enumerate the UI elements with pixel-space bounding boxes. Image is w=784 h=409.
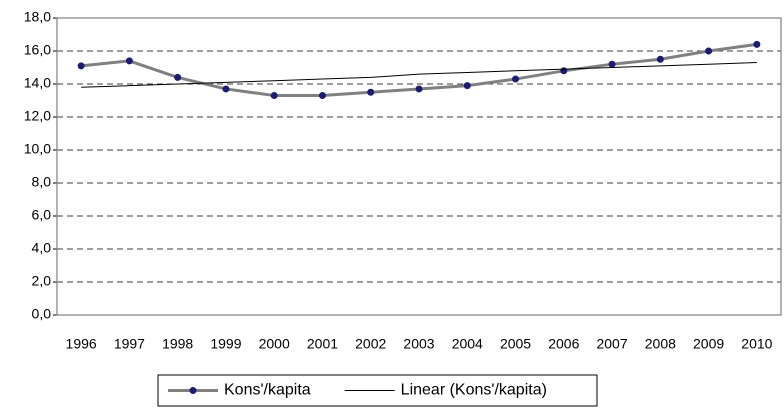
x-tick-label: 2009 [693, 336, 724, 352]
x-tick-label: 2007 [596, 336, 627, 352]
y-tick-label: 16,0 [24, 42, 51, 58]
point [608, 60, 616, 68]
point [174, 73, 182, 81]
x-tick-label: 1998 [162, 336, 193, 352]
y-tick-label: 0,0 [32, 306, 52, 322]
point [463, 82, 471, 90]
point [77, 62, 85, 70]
x-tick-label: 2004 [452, 336, 483, 352]
y-tick-label: 6,0 [32, 207, 52, 223]
point [125, 57, 133, 65]
legend-label: Linear (Kons'/kapita) [401, 382, 547, 399]
y-tick-label: 10,0 [24, 141, 51, 157]
point [367, 88, 375, 96]
x-tick-label: 1999 [210, 336, 241, 352]
point [222, 85, 230, 93]
plot-frame [56, 17, 782, 316]
point [753, 40, 761, 48]
y-tick-label: 12,0 [24, 108, 51, 124]
x-tick-label: 2000 [259, 336, 290, 352]
legend-marker [189, 387, 197, 394]
legend-label: Kons'/kapita [224, 382, 311, 399]
point [270, 92, 278, 100]
point [512, 75, 520, 83]
x-tick-label: 2003 [403, 336, 434, 352]
x-tick-label: 2010 [741, 336, 772, 352]
x-tick-label: 2001 [307, 336, 338, 352]
point [656, 55, 664, 63]
x-tick-label: 2002 [355, 336, 386, 352]
series-line [81, 62, 757, 88]
point [705, 47, 713, 55]
x-tick-label: 1996 [66, 336, 97, 352]
point [318, 92, 326, 100]
x-tick-label: 2008 [645, 336, 676, 352]
y-tick-label: 14,0 [24, 75, 51, 91]
point [415, 85, 423, 93]
y-tick-label: 18,0 [24, 9, 51, 25]
y-tick-label: 2,0 [32, 273, 52, 289]
point [560, 67, 568, 75]
y-tick-label: 8,0 [32, 174, 52, 190]
y-tick-label: 4,0 [32, 240, 52, 256]
x-tick-label: 2006 [548, 336, 579, 352]
x-tick-label: 1997 [114, 336, 145, 352]
x-tick-label: 2005 [500, 336, 531, 352]
